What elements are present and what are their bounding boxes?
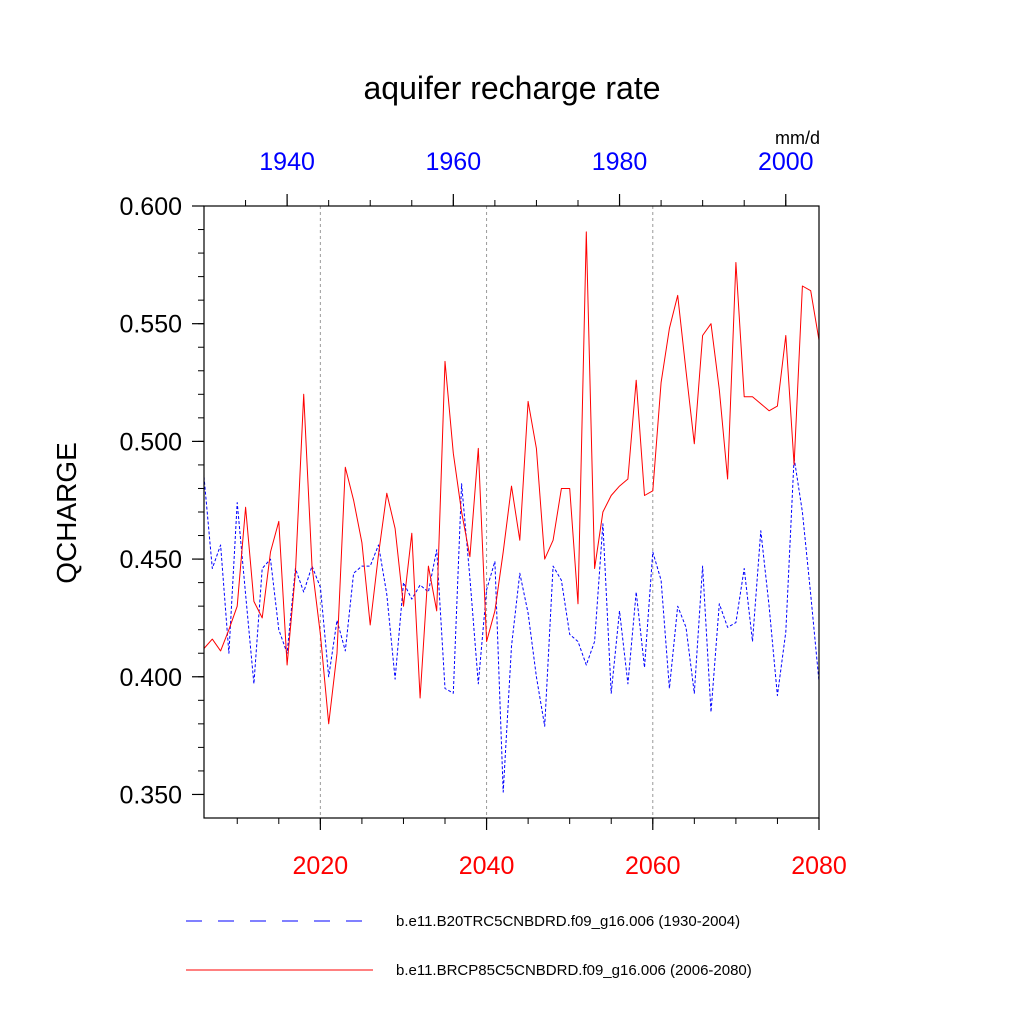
legend: b.e11.B20TRC5CNBDRD.f09_g16.006 (1930-20… <box>186 913 752 979</box>
series-group <box>203 231 820 793</box>
x-top-tick-label: 1960 <box>426 148 482 176</box>
x-top-tick-label: 1980 <box>592 148 648 176</box>
series-line-rcp85 <box>203 231 820 725</box>
x-bottom-tick-label: 2080 <box>791 852 847 880</box>
series-line-historical <box>203 457 820 793</box>
y-tick-label: 0.550 <box>119 311 182 339</box>
y-tick-label: 0.500 <box>119 428 182 456</box>
x-bottom-tick-label: 2020 <box>293 852 349 880</box>
grid-lines <box>319 206 654 818</box>
x-bottom-tick-label: 2060 <box>625 852 681 880</box>
y-tick-label: 0.400 <box>119 664 182 692</box>
x-top-tick-label: 2000 <box>758 148 814 176</box>
axes-group: 0.350 0.400 0.450 0.500 0.550 0.600 2020 2040 20… <box>119 148 846 880</box>
x-bottom-tick-label: 2040 <box>459 852 515 880</box>
chart-title: aquifer recharge rate <box>363 70 660 106</box>
y-tick-label: 0.350 <box>119 781 182 809</box>
legend-label-rcp85: b.e11.BRCP85C5CNBDRD.f09_g16.006 (2006-2… <box>396 962 752 979</box>
y-tick-label: 0.450 <box>119 546 182 574</box>
y-axis-label: QCHARGE <box>51 442 82 584</box>
x-top-tick-label: 1940 <box>259 148 315 176</box>
legend-label-historical: b.e11.B20TRC5CNBDRD.f09_g16.006 (1930-20… <box>396 913 740 930</box>
plot-frame <box>203 205 820 819</box>
units-label: mm/d <box>775 128 820 148</box>
y-tick-label: 0.600 <box>119 193 182 221</box>
